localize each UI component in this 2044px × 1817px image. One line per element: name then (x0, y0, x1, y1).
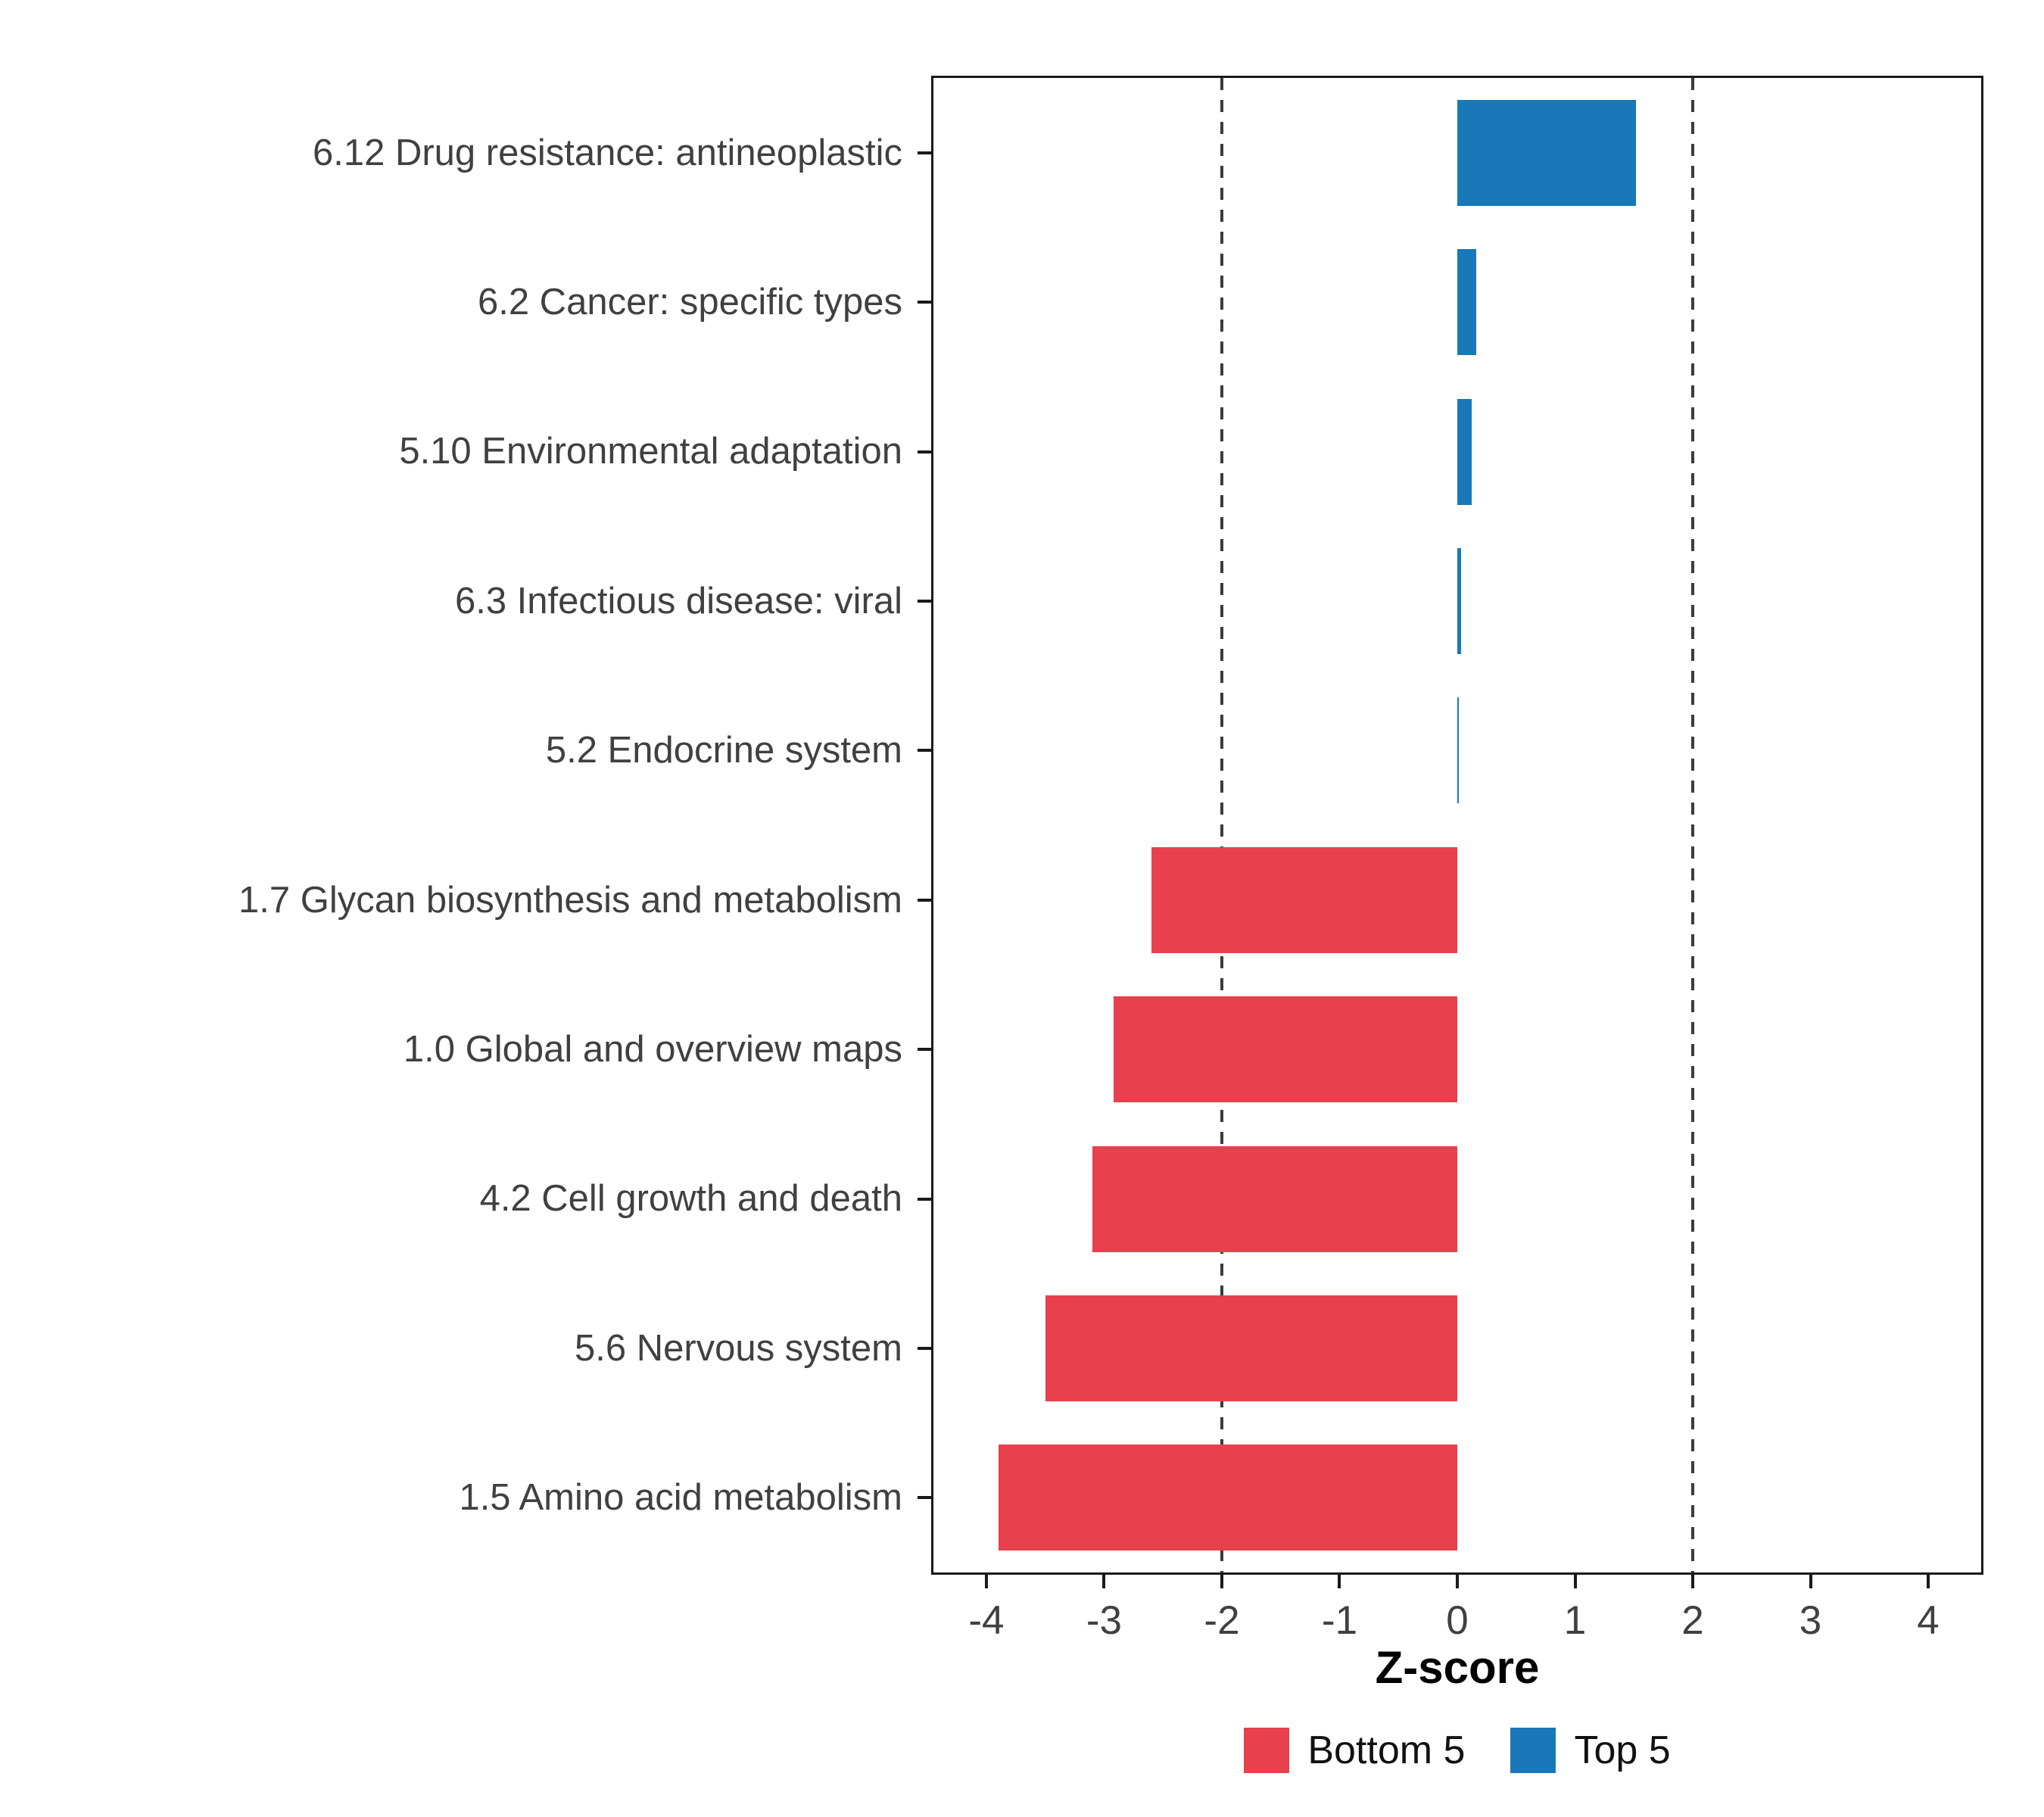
legend-swatch-bottom5 (1244, 1728, 1290, 1773)
y-axis-label: 5.2 Endocrine system (545, 730, 902, 771)
x-tick-label: 0 (1446, 1598, 1469, 1643)
y-tick-mark (918, 1496, 931, 1500)
y-tick-mark (918, 151, 931, 154)
x-tick-mark (1927, 1575, 1930, 1588)
x-axis-title: Z-score (1375, 1642, 1540, 1693)
x-tick-mark (1573, 1575, 1577, 1588)
reference-line (1220, 78, 1223, 1572)
y-axis-label: 5.10 Environmental adaptation (399, 431, 902, 472)
x-tick-mark (984, 1575, 988, 1588)
x-tick-mark (1102, 1575, 1106, 1588)
y-tick-mark (918, 301, 931, 304)
y-tick-mark (918, 1197, 931, 1201)
bar (1113, 996, 1457, 1103)
bar (1092, 1145, 1457, 1252)
y-tick-mark (918, 599, 931, 603)
plot-panel (931, 76, 1983, 1575)
bar (1457, 398, 1472, 505)
bar (1457, 249, 1476, 356)
bar (1045, 1295, 1457, 1401)
y-axis-labels: 6.12 Drug resistance: antineoplastic 6.2 … (0, 76, 902, 1575)
y-tick-mark (918, 1346, 931, 1350)
x-tick-mark (1456, 1575, 1459, 1588)
y-axis-label: 6.2 Cancer: specific types (477, 282, 902, 323)
x-tick-label: 4 (1917, 1598, 1940, 1643)
bar (1151, 846, 1457, 953)
legend-item-bottom5: Bottom 5 (1244, 1728, 1465, 1773)
x-tick-label: 2 (1681, 1598, 1704, 1643)
y-axis-label: 5.6 Nervous system (575, 1327, 902, 1369)
y-axis-label: 4.2 Cell growth and death (479, 1178, 902, 1220)
y-tick-mark (918, 450, 931, 453)
bar (1457, 99, 1637, 206)
legend: Bottom 5 Top 5 (931, 1728, 1983, 1773)
legend-label-bottom5: Bottom 5 (1307, 1728, 1466, 1772)
y-axis-label: 1.7 Glycan biosynthesis and metabolism (238, 879, 902, 921)
y-axis-label: 1.0 Global and overview maps (403, 1029, 902, 1071)
y-axis-label: 6.3 Infectious disease: viral (454, 580, 902, 622)
y-tick-mark (918, 749, 931, 753)
legend-item-top5: Top 5 (1510, 1728, 1671, 1773)
bar (1457, 547, 1461, 654)
x-tick-mark (1809, 1575, 1812, 1588)
x-axis: -4 -3 -2 -1 0 1 2 3 4 (933, 1575, 1981, 1666)
y-tick-mark (918, 898, 931, 902)
x-tick-mark (1338, 1575, 1341, 1588)
x-tick-label: -3 (1086, 1598, 1123, 1643)
y-axis-label: 6.12 Drug resistance: antineoplastic (313, 132, 902, 173)
x-tick-mark (1220, 1575, 1223, 1588)
y-tick-mark (918, 1048, 931, 1052)
bar (1457, 697, 1459, 804)
legend-swatch-top5 (1510, 1728, 1556, 1773)
x-tick-label: -1 (1321, 1598, 1358, 1643)
bar (998, 1445, 1457, 1551)
reference-line (1691, 78, 1694, 1572)
x-tick-label: 3 (1799, 1598, 1822, 1643)
x-tick-label: 1 (1563, 1598, 1587, 1643)
x-tick-mark (1691, 1575, 1694, 1588)
legend-label-top5: Top 5 (1574, 1728, 1671, 1772)
y-axis-label: 1.5 Amino acid metabolism (459, 1477, 902, 1519)
x-tick-label: -2 (1204, 1598, 1240, 1643)
x-tick-label: -4 (968, 1598, 1005, 1643)
